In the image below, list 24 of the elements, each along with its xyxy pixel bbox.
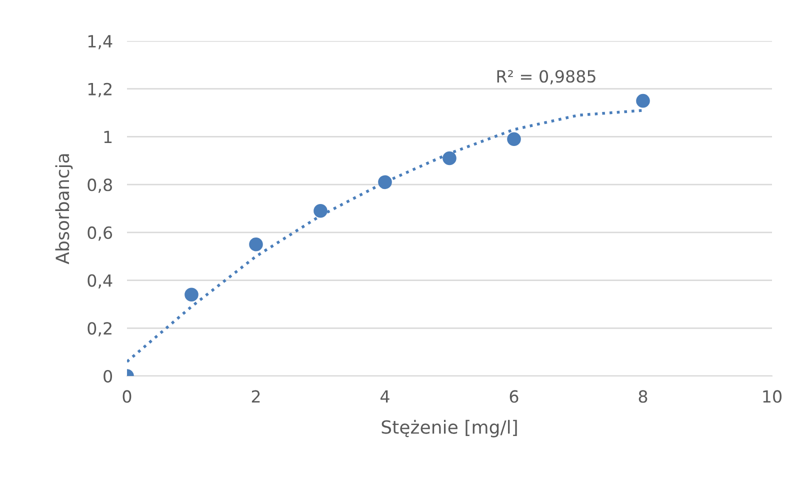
x-tick-label: 0 xyxy=(122,390,132,403)
point xyxy=(314,204,328,218)
point xyxy=(184,288,198,302)
x-tick-label: 6 xyxy=(510,390,518,403)
x-tick-label: 10 xyxy=(763,390,782,403)
y-tick-label: 1,2 xyxy=(88,82,112,98)
x-tick-label: 4 xyxy=(380,390,390,403)
y-tick-label: 0,8 xyxy=(88,178,112,193)
y-axis-title: Absorbancja xyxy=(55,154,73,264)
x-axis-title: Stężenie [mg/l] xyxy=(382,420,517,438)
point xyxy=(378,175,392,190)
x-tick-label: 8 xyxy=(638,390,648,403)
y-tick-label: 1 xyxy=(104,130,112,144)
y-tick-label: 0 xyxy=(104,370,112,383)
annotation: R² = 0,9885 xyxy=(497,70,596,84)
point xyxy=(249,237,263,252)
y-tick-label: 0,2 xyxy=(88,322,112,336)
y-tick-label: 0,4 xyxy=(88,274,112,289)
y-tick-label: 0,6 xyxy=(88,226,112,241)
y-tick-label: 1,4 xyxy=(88,35,112,50)
x-tick-label: 2 xyxy=(252,390,260,403)
point xyxy=(442,151,456,166)
point xyxy=(507,132,521,146)
point xyxy=(636,94,650,108)
